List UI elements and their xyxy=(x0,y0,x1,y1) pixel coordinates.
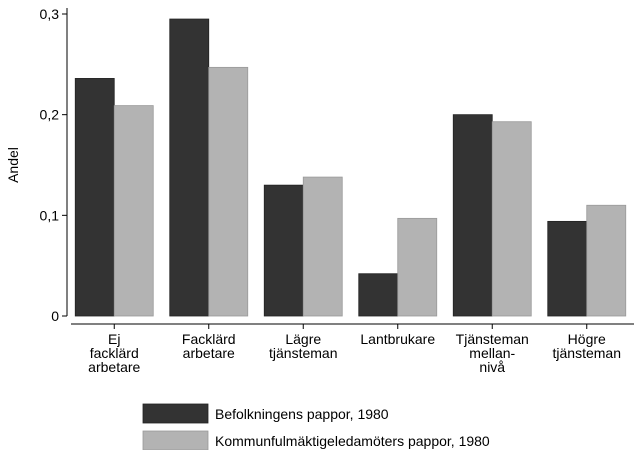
legend-swatch xyxy=(142,403,209,424)
bar xyxy=(302,176,343,317)
y-tick-label: 0,3 xyxy=(40,6,60,22)
x-tick-label: Högre tjänsteman xyxy=(553,331,621,361)
legend-swatch xyxy=(142,430,209,450)
bar xyxy=(358,273,399,317)
y-tick-label: 0,1 xyxy=(40,207,60,223)
y-tick-label: 0 xyxy=(51,308,59,324)
x-tick-label: Lantbrukare xyxy=(360,331,435,347)
legend-label: Kommunfulmäktigeledamöters pappor, 1980 xyxy=(215,433,490,449)
legend-label: Befolkningens pappor, 1980 xyxy=(215,406,389,422)
x-tick-label: Lägre tjänsteman xyxy=(269,331,337,361)
bar xyxy=(74,78,115,317)
x-tick-label: Facklärd arbetare xyxy=(182,331,236,361)
bar xyxy=(169,18,210,317)
x-tick-label: Ej facklärd arbetare xyxy=(88,331,140,375)
bar xyxy=(113,105,154,317)
bar xyxy=(452,114,493,317)
bar xyxy=(208,66,249,317)
y-tick-label: 0,2 xyxy=(40,107,60,123)
bar xyxy=(547,220,588,317)
y-axis-label: Andel xyxy=(5,147,21,183)
bar xyxy=(586,204,627,317)
bar xyxy=(491,121,532,317)
bar xyxy=(397,217,438,317)
x-tick-label: Tjänsteman mellan-nivå xyxy=(456,331,529,375)
bar xyxy=(263,184,304,317)
